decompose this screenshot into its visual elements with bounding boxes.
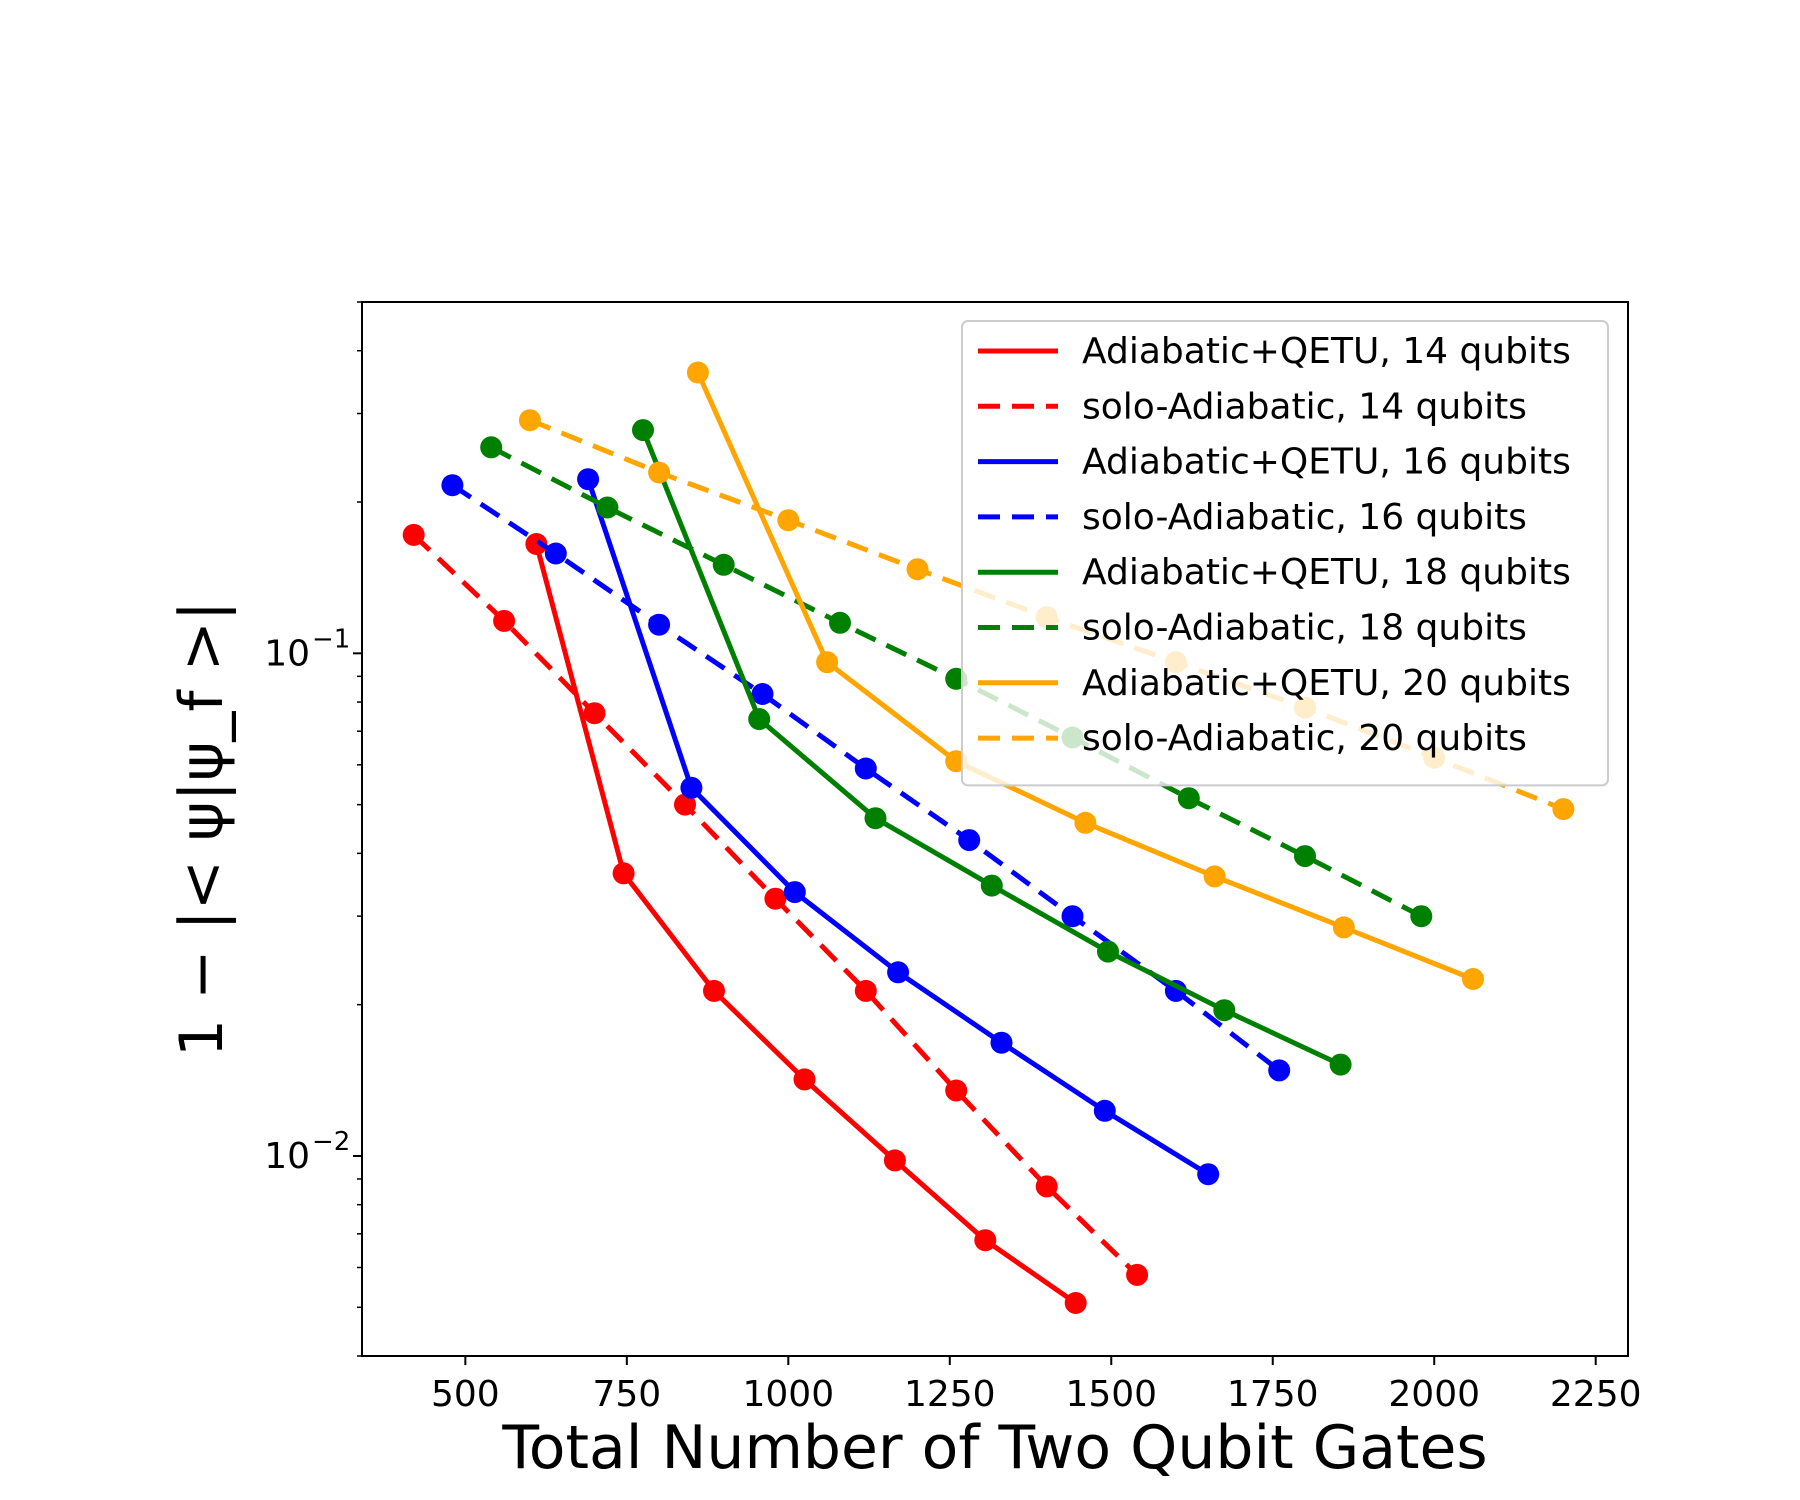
x-tick-label-2: 1000 bbox=[742, 1374, 834, 1415]
series-7-point-0 bbox=[518, 409, 541, 432]
series-2-point-0 bbox=[577, 468, 600, 491]
x-tick-label-7: 2250 bbox=[1550, 1374, 1642, 1415]
series-4-point-3 bbox=[980, 874, 1003, 897]
series-1-point-6 bbox=[945, 1079, 968, 1102]
x-axis-title: Total Number of Two Qubit Gates bbox=[501, 1413, 1487, 1483]
series-6-point-0 bbox=[686, 361, 709, 384]
legend-label-3: solo-Adiabatic, 16 qubits bbox=[1082, 497, 1527, 538]
series-6-point-3 bbox=[1074, 811, 1097, 834]
series-1-point-3 bbox=[674, 793, 696, 816]
series-0-point-3 bbox=[793, 1068, 816, 1091]
series-2-point-1 bbox=[680, 776, 703, 799]
y-tick-label-base-1: 10 bbox=[264, 1136, 310, 1177]
series-0-point-6 bbox=[1064, 1292, 1087, 1314]
series-3-point-5 bbox=[958, 829, 981, 852]
legend-label-4: Adiabatic+QETU, 18 qubits bbox=[1082, 552, 1571, 593]
legend-label-6: Adiabatic+QETU, 20 qubits bbox=[1082, 663, 1571, 704]
series-1-point-1 bbox=[493, 609, 516, 632]
legend: Adiabatic+QETU, 14 qubits solo-Adiabatic,… bbox=[961, 320, 1609, 787]
series-5-point-0 bbox=[480, 436, 503, 459]
series-4-point-2 bbox=[864, 807, 887, 830]
x-tick-label-5: 1750 bbox=[1227, 1374, 1319, 1415]
series-1-point-5 bbox=[854, 979, 877, 1002]
series-5-point-3 bbox=[829, 611, 851, 634]
series-3-point-4 bbox=[854, 757, 877, 780]
x-tick-label-3: 1250 bbox=[904, 1374, 996, 1415]
legend-label-2: Adiabatic+QETU, 16 qubits bbox=[1082, 442, 1571, 483]
series-6-point-1 bbox=[816, 651, 839, 674]
series-2-point-6 bbox=[1197, 1163, 1220, 1186]
series-7-point-3 bbox=[906, 558, 929, 581]
y-tick-label-exp-0: −1 bbox=[312, 624, 350, 654]
series-2-point-5 bbox=[1093, 1099, 1116, 1122]
series-1-point-0 bbox=[402, 523, 425, 546]
series-6-point-6 bbox=[1462, 968, 1484, 990]
series-4-point-5 bbox=[1213, 999, 1236, 1022]
series-4-point-4 bbox=[1097, 940, 1119, 963]
series-0-point-1 bbox=[612, 862, 635, 885]
series-2-point-3 bbox=[887, 961, 910, 984]
legend-label-7: solo-Adiabatic, 20 qubits bbox=[1082, 718, 1527, 759]
series-4-point-0 bbox=[632, 419, 654, 442]
y-axis-title: 1 − |< ψ|ψ_f >| bbox=[167, 601, 237, 1057]
legend-label-5: solo-Adiabatic, 18 qubits bbox=[1082, 608, 1527, 649]
series-3-point-2 bbox=[648, 613, 671, 636]
x-tick-label-6: 2000 bbox=[1388, 1374, 1480, 1415]
y-tick-label-exp-1: −2 bbox=[312, 1127, 350, 1157]
series-7-point-1 bbox=[648, 461, 671, 484]
series-5-point-8 bbox=[1410, 905, 1433, 928]
series-6-point-4 bbox=[1203, 865, 1226, 888]
series-1-point-7 bbox=[1035, 1175, 1058, 1198]
series-0-point-0 bbox=[525, 533, 548, 555]
series-5-point-7 bbox=[1294, 845, 1316, 868]
series-3-point-6 bbox=[1061, 905, 1084, 928]
series-2-point-2 bbox=[783, 881, 806, 904]
series-0-point-2 bbox=[703, 979, 725, 1002]
legend-frame bbox=[961, 320, 1609, 787]
series-2-point-4 bbox=[990, 1031, 1013, 1054]
legend-label-0: Adiabatic+QETU, 14 qubits bbox=[1082, 331, 1571, 372]
series-1-point-2 bbox=[583, 702, 606, 725]
series-7-point-8 bbox=[1552, 798, 1575, 821]
series-1-point-8 bbox=[1126, 1263, 1149, 1286]
series-5-point-2 bbox=[712, 553, 735, 576]
series-3-point-1 bbox=[544, 542, 567, 565]
y-tick-label-base-0: 10 bbox=[264, 633, 310, 674]
series-4-point-1 bbox=[748, 708, 771, 731]
x-tick-label-0: 500 bbox=[431, 1374, 500, 1415]
series-7-point-2 bbox=[777, 509, 800, 532]
series-layer bbox=[402, 361, 1575, 1314]
series-4-point-6 bbox=[1329, 1053, 1352, 1076]
x-tick-label-1: 750 bbox=[592, 1374, 661, 1415]
plot-frame bbox=[361, 301, 1629, 1357]
series-0-point-4 bbox=[883, 1149, 906, 1172]
series-5-point-1 bbox=[596, 496, 619, 519]
series-3-point-3 bbox=[751, 683, 774, 705]
legend-label-1: solo-Adiabatic, 14 qubits bbox=[1082, 386, 1527, 427]
series-3-point-0 bbox=[441, 474, 464, 497]
series-5-point-6 bbox=[1177, 787, 1200, 810]
series-6-point-5 bbox=[1332, 916, 1355, 939]
series-1-point-4 bbox=[764, 887, 787, 910]
series-0-point-5 bbox=[974, 1229, 997, 1252]
series-3-point-8 bbox=[1268, 1059, 1291, 1082]
x-tick-label-4: 1500 bbox=[1065, 1374, 1157, 1415]
